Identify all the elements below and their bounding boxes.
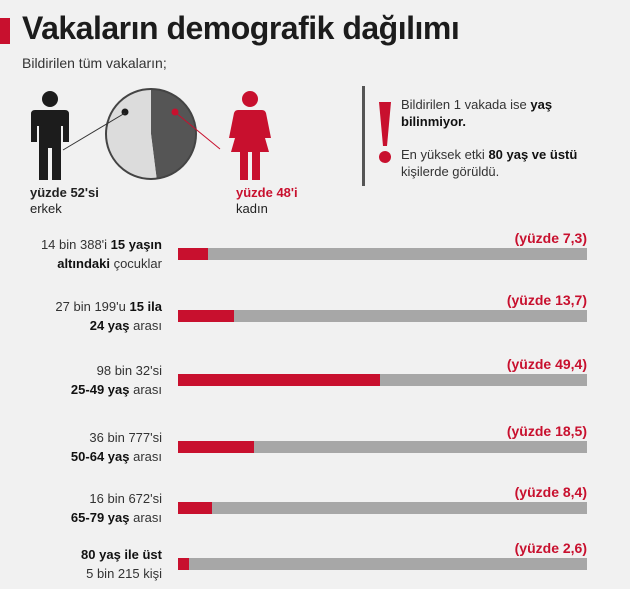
label-text: 36 bin 777'si bbox=[89, 430, 162, 445]
note-box: Bildirilen 1 vakada ise yaş bilinmiyor. … bbox=[362, 86, 610, 186]
pie-outline bbox=[105, 88, 197, 180]
label-text: arası bbox=[129, 510, 162, 525]
label-emphasis: 24 yaş bbox=[89, 318, 130, 333]
page-title: Vakaların demografik dağılımı bbox=[22, 10, 460, 46]
bar-fill bbox=[178, 502, 212, 514]
bar-fill bbox=[178, 558, 189, 570]
label-line-2: 50-64 yaş arası bbox=[0, 447, 162, 466]
bar-category-label: 27 bin 199'u 15 ila 24 yaş arası bbox=[0, 297, 162, 335]
label-emphasis: 50-64 yaş bbox=[70, 449, 130, 464]
note-text: Bildirilen 1 vakada ise bbox=[401, 97, 531, 112]
label-text: 5 bin 215 kişi bbox=[86, 566, 162, 581]
label-text: 16 bin 672'si bbox=[89, 491, 162, 506]
bar-category-label: 16 bin 672'si 65-79 yaş arası bbox=[0, 489, 162, 527]
label-text: arası bbox=[129, 318, 162, 333]
bar-fill bbox=[178, 441, 254, 453]
label-text: arası bbox=[129, 449, 162, 464]
bar-track bbox=[178, 441, 587, 453]
bar-value-label: (yüzde 7,3) bbox=[514, 230, 587, 246]
bar-track bbox=[178, 248, 587, 260]
male-caption: yüzde 52'si erkek bbox=[30, 185, 99, 217]
bar-fill bbox=[178, 310, 234, 322]
label-line-1: 98 bin 32'si bbox=[0, 361, 162, 380]
exclamation-icon bbox=[379, 102, 391, 163]
male-label: erkek bbox=[30, 201, 62, 216]
label-emphasis: 25-49 yaş bbox=[70, 382, 130, 397]
label-line-1: 36 bin 777'si bbox=[0, 428, 162, 447]
pie-slice-male bbox=[106, 89, 157, 179]
label-text: 98 bin 32'si bbox=[96, 363, 162, 378]
note-text: kişilerde görüldü. bbox=[401, 164, 500, 179]
bar-track bbox=[178, 558, 587, 570]
bar-fill bbox=[178, 374, 380, 386]
note-line-1: Bildirilen 1 vakada ise yaş bilinmiyor. bbox=[401, 96, 606, 130]
label-line-2: 25-49 yaş arası bbox=[0, 380, 162, 399]
bar-value-label: (yüzde 49,4) bbox=[506, 356, 587, 372]
bar-value-label: (yüzde 13,7) bbox=[506, 292, 587, 308]
bar-value-label: (yüzde 18,5) bbox=[506, 423, 587, 439]
label-text: 14 bin 388'i bbox=[40, 237, 111, 252]
label-emphasis: altındaki bbox=[57, 256, 110, 271]
gender-pie-chart bbox=[105, 88, 197, 180]
label-emphasis: 65-79 yaş bbox=[70, 510, 130, 525]
note-emphasis: 80 yaş ve üstü bbox=[488, 147, 578, 162]
label-line-2: altındaki çocuklar bbox=[0, 254, 162, 273]
bar-category-label: 14 bin 388'i 15 yaşın altındaki çocuklar bbox=[0, 235, 162, 273]
label-line-1: 14 bin 388'i 15 yaşın bbox=[0, 235, 162, 254]
label-emphasis: 80 yaş ile üst bbox=[81, 547, 162, 562]
bar-category-label: 80 yaş ile üst 5 bin 215 kişi bbox=[0, 545, 162, 583]
male-figure-icon bbox=[31, 91, 69, 180]
label-emphasis: 15 ila bbox=[129, 299, 162, 314]
label-line-1: 80 yaş ile üst bbox=[0, 545, 162, 564]
pie-leader-lines bbox=[62, 112, 221, 151]
label-line-2: 65-79 yaş arası bbox=[0, 508, 162, 527]
label-text: arası bbox=[129, 382, 162, 397]
bar-track bbox=[178, 374, 587, 386]
label-line-1: 16 bin 672'si bbox=[0, 489, 162, 508]
female-pct-label: yüzde 48'i bbox=[236, 185, 298, 200]
subtitle: Bildirilen tüm vakaların; bbox=[22, 55, 167, 71]
bar-category-label: 98 bin 32'si 25-49 yaş arası bbox=[0, 361, 162, 399]
female-label: kadın bbox=[236, 201, 268, 216]
bar-track bbox=[178, 502, 587, 514]
bar-track bbox=[178, 310, 587, 322]
bar-category-label: 36 bin 777'si 50-64 yaş arası bbox=[0, 428, 162, 466]
female-figure-icon bbox=[229, 91, 271, 180]
bar-value-label: (yüzde 8,4) bbox=[514, 484, 587, 500]
bar-fill bbox=[178, 248, 208, 260]
label-text: çocuklar bbox=[109, 256, 162, 271]
note-line-2: En yüksek etki 80 yaş ve üstü kişilerde … bbox=[401, 146, 606, 180]
note-emphasis: yaş bilinmiyor. bbox=[401, 97, 553, 129]
label-line-1: 27 bin 199'u 15 ila bbox=[0, 297, 162, 316]
title-accent-bar bbox=[0, 18, 10, 44]
label-line-2: 5 bin 215 kişi bbox=[0, 564, 162, 583]
pie-slice-female bbox=[151, 89, 196, 179]
female-caption: yüzde 48'i kadın bbox=[236, 185, 298, 217]
label-text: 27 bin 199'u bbox=[55, 299, 130, 314]
male-pct-label: yüzde 52'si bbox=[30, 185, 99, 200]
label-emphasis: 15 yaşın bbox=[110, 237, 162, 252]
bar-value-label: (yüzde 2,6) bbox=[514, 540, 587, 556]
label-line-2: 24 yaş arası bbox=[0, 316, 162, 335]
note-text: En yüksek etki bbox=[401, 147, 489, 162]
